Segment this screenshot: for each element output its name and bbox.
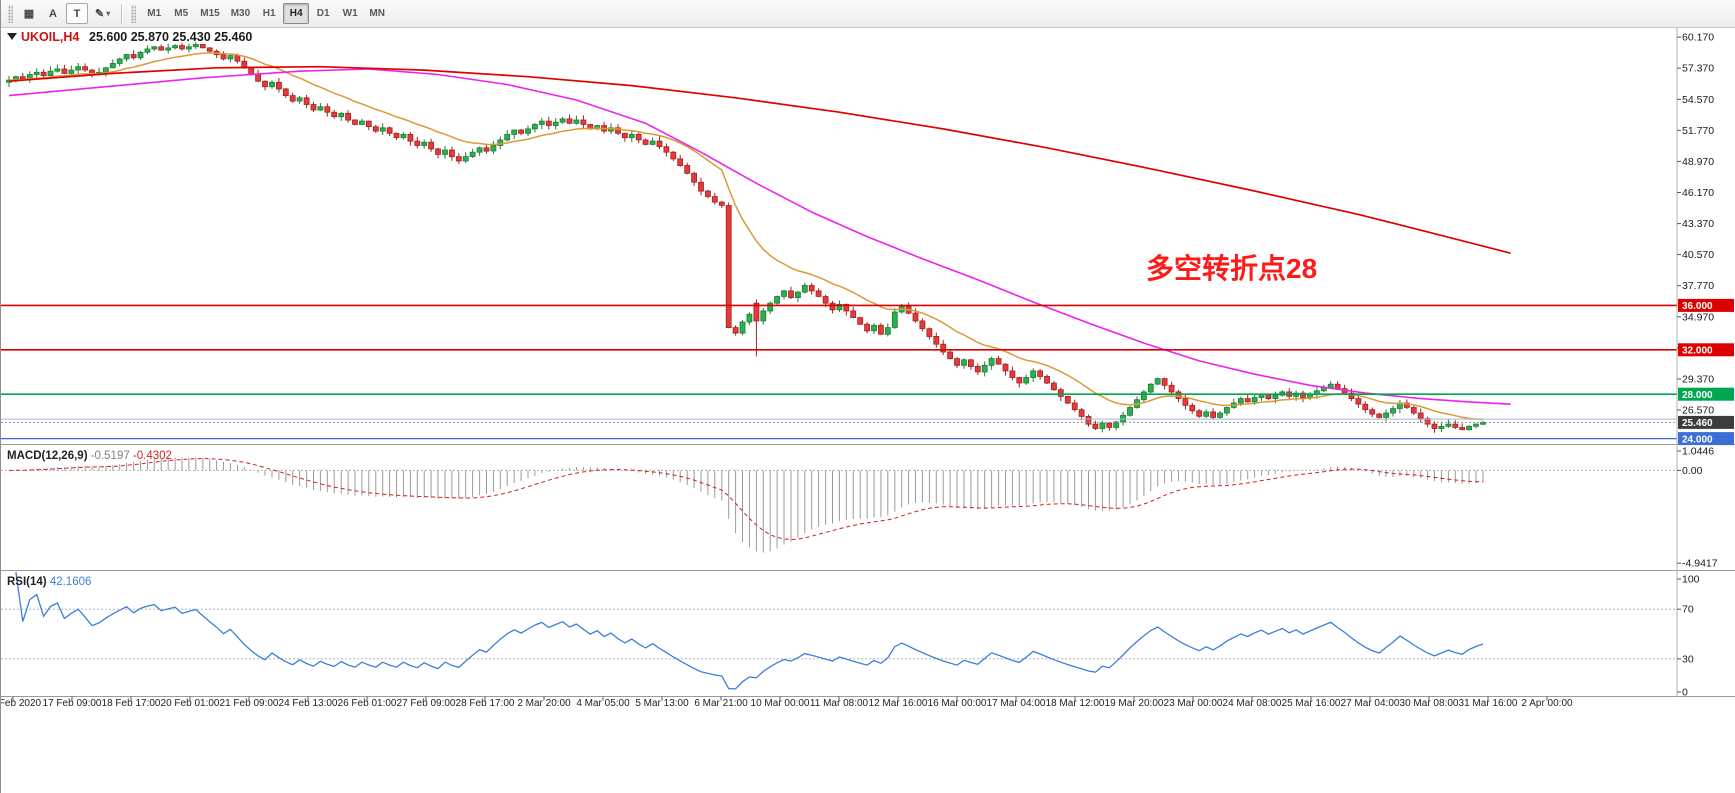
price-axis[interactable] bbox=[1677, 28, 1735, 697]
svg-text:6 Mar 21:00: 6 Mar 21:00 bbox=[694, 698, 748, 709]
macd-signal-line bbox=[8, 458, 1484, 540]
svg-text:18 Mar 12:00: 18 Mar 12:00 bbox=[1046, 698, 1105, 709]
svg-text:19 Mar 20:00: 19 Mar 20:00 bbox=[1105, 698, 1164, 709]
svg-text:24 Feb 13:00: 24 Feb 13:00 bbox=[279, 698, 338, 709]
price-tag-32.000: 32.000 bbox=[1678, 343, 1734, 357]
svg-text:0: 0 bbox=[1682, 687, 1688, 699]
svg-text:43.370: 43.370 bbox=[1682, 218, 1714, 230]
timeframe-toolbar: M1 M5 M15 M30 H1 H4 D1 W1 MN bbox=[141, 3, 390, 24]
time-axis-labels: 14 Feb 202017 Feb 09:0018 Feb 17:0020 Fe… bbox=[0, 696, 1573, 709]
svg-text:27 Mar 04:00: 27 Mar 04:00 bbox=[1341, 698, 1400, 709]
timeframe-button-w1[interactable]: W1 bbox=[337, 3, 363, 24]
macd-label: MACD(12,26,9) -0.5197 -0.4302 bbox=[7, 450, 172, 462]
svg-text:70: 70 bbox=[1682, 604, 1694, 616]
svg-text:23 Mar 00:00: 23 Mar 00:00 bbox=[1164, 698, 1223, 709]
svg-text:54.570: 54.570 bbox=[1682, 94, 1714, 106]
chevron-down-icon: ▾ bbox=[106, 9, 111, 18]
current-price-tag: 25.460 bbox=[1678, 415, 1734, 429]
svg-text:1.0446: 1.0446 bbox=[1682, 446, 1714, 458]
svg-text:30 Mar 08:00: 30 Mar 08:00 bbox=[1400, 698, 1459, 709]
svg-text:26 Feb 01:00: 26 Feb 01:00 bbox=[338, 698, 397, 709]
price-tag-28.000: 28.000 bbox=[1678, 387, 1734, 401]
price-tag-24.000: 24.000 bbox=[1678, 432, 1734, 445]
text-tool-button[interactable]: A bbox=[42, 3, 64, 24]
time-axis[interactable] bbox=[1, 697, 1735, 715]
candlestick-series bbox=[6, 41, 1486, 433]
svg-text:21 Feb 09:00: 21 Feb 09:00 bbox=[220, 698, 279, 709]
svg-text:46.170: 46.170 bbox=[1682, 187, 1714, 199]
svg-text:2 Apr 00:00: 2 Apr 00:00 bbox=[1521, 698, 1573, 709]
timeframe-button-m30[interactable]: M30 bbox=[226, 3, 255, 24]
draw-tool-button[interactable]: ✎ ▾ bbox=[90, 3, 115, 24]
timeframe-button-m5[interactable]: M5 bbox=[168, 3, 194, 24]
svg-text:20 Feb 01:00: 20 Feb 01:00 bbox=[161, 698, 220, 709]
ma-fast-orange bbox=[8, 52, 1484, 421]
svg-text:-4.9417: -4.9417 bbox=[1682, 558, 1718, 570]
price-tag-36.000: 36.000 bbox=[1678, 298, 1734, 312]
svg-text:51.770: 51.770 bbox=[1682, 125, 1714, 137]
svg-text:29.370: 29.370 bbox=[1682, 374, 1714, 386]
toolbar-grip[interactable] bbox=[8, 4, 13, 23]
pencil-icon: ✎ bbox=[95, 8, 105, 20]
timeframe-button-d1[interactable]: D1 bbox=[310, 3, 336, 24]
label-tool-button[interactable]: T bbox=[66, 3, 88, 24]
svg-text:27 Feb 09:00: 27 Feb 09:00 bbox=[397, 698, 456, 709]
rsi-label: RSI(14) 42.1606 bbox=[7, 576, 91, 588]
rsi-line bbox=[15, 571, 1484, 690]
svg-text:100: 100 bbox=[1682, 574, 1700, 586]
timeframe-button-h1[interactable]: H1 bbox=[256, 3, 282, 24]
chart-canvas[interactable]: 60.170 57.370 54.570 51.770 48.970 46.170 43.3… bbox=[0, 28, 1735, 793]
svg-text:0.00: 0.00 bbox=[1682, 465, 1703, 477]
timeframe-button-m15[interactable]: M15 bbox=[195, 3, 224, 24]
chart-ohlc-values: 25.600 25.870 25.430 25.460 bbox=[89, 30, 252, 44]
svg-text:60.170: 60.170 bbox=[1682, 32, 1714, 44]
timeframe-button-h4[interactable]: H4 bbox=[283, 3, 310, 24]
macd-histogram bbox=[15, 457, 1484, 553]
chart-window[interactable]: 60.170 57.370 54.570 51.770 48.970 46.170 43.3… bbox=[0, 28, 1735, 793]
ma-mid-magenta bbox=[8, 68, 1511, 405]
svg-text:17 Mar 04:00: 17 Mar 04:00 bbox=[987, 698, 1046, 709]
svg-text:25.460: 25.460 bbox=[1682, 418, 1713, 429]
toolbar-grip-2[interactable] bbox=[131, 4, 137, 23]
toolbar: ▦ A T ✎ ▾ M1 M5 M15 M30 H1 H4 D1 W1 MN bbox=[1, 0, 1735, 28]
bull-bear-turning-point-annotation[interactable]: 多空转折点28 bbox=[1146, 252, 1317, 284]
svg-text:10 Mar 00:00: 10 Mar 00:00 bbox=[751, 698, 810, 709]
symbol-dropdown-icon[interactable] bbox=[7, 33, 17, 40]
svg-text:11 Mar 08:00: 11 Mar 08:00 bbox=[810, 698, 869, 709]
timeframe-button-mn[interactable]: MN bbox=[364, 3, 390, 24]
svg-text:24.000: 24.000 bbox=[1682, 434, 1713, 445]
timeframe-button-m1[interactable]: M1 bbox=[141, 3, 167, 24]
horizontal-line-objects bbox=[1, 304, 1677, 440]
ma-slow-red bbox=[8, 65, 1511, 255]
svg-text:18 Feb 17:00: 18 Feb 17:00 bbox=[102, 698, 161, 709]
svg-text:4 Mar 05:00: 4 Mar 05:00 bbox=[576, 698, 630, 709]
macd-indicator: 1.0446 0.00 -4.9417 bbox=[1, 446, 1718, 570]
svg-text:40.570: 40.570 bbox=[1682, 249, 1714, 261]
svg-text:25 Mar 16:00: 25 Mar 16:00 bbox=[1282, 698, 1341, 709]
svg-text:24 Mar 08:00: 24 Mar 08:00 bbox=[1223, 698, 1282, 709]
svg-text:28.000: 28.000 bbox=[1682, 390, 1713, 401]
chart-symbol-title: UKOIL,H4 bbox=[21, 30, 79, 44]
svg-text:30: 30 bbox=[1682, 653, 1694, 665]
svg-text:31 Mar 16:00: 31 Mar 16:00 bbox=[1459, 698, 1518, 709]
svg-text:48.970: 48.970 bbox=[1682, 156, 1714, 168]
rsi-indicator: 100 70 30 0 bbox=[1, 571, 1700, 699]
svg-text:5 Mar 13:00: 5 Mar 13:00 bbox=[635, 698, 689, 709]
svg-text:28 Feb 17:00: 28 Feb 17:00 bbox=[456, 698, 515, 709]
svg-text:26.570: 26.570 bbox=[1682, 405, 1714, 417]
svg-text:36.000: 36.000 bbox=[1682, 301, 1713, 312]
svg-text:14 Feb 2020: 14 Feb 2020 bbox=[1, 698, 42, 709]
chart-grid-icon[interactable]: ▦ bbox=[18, 3, 40, 24]
svg-text:12 Mar 16:00: 12 Mar 16:00 bbox=[869, 698, 928, 709]
svg-text:57.370: 57.370 bbox=[1682, 63, 1714, 75]
toolbar-separator bbox=[121, 3, 123, 24]
svg-text:34.970: 34.970 bbox=[1682, 311, 1714, 323]
svg-text:2 Mar 20:00: 2 Mar 20:00 bbox=[517, 698, 571, 709]
svg-text:37.770: 37.770 bbox=[1682, 280, 1714, 292]
svg-text:16 Mar 00:00: 16 Mar 00:00 bbox=[928, 698, 987, 709]
svg-text:32.000: 32.000 bbox=[1682, 346, 1713, 357]
svg-text:17 Feb 09:00: 17 Feb 09:00 bbox=[43, 698, 102, 709]
